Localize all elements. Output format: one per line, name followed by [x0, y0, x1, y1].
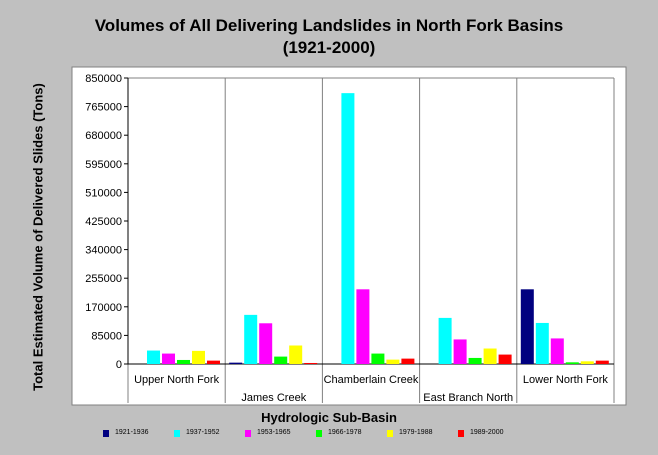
y-tick-label: 765000 [85, 102, 122, 114]
legend-swatch [316, 430, 322, 437]
bar [371, 353, 385, 364]
legend-label: 1979-1988 [399, 429, 433, 436]
bar [229, 362, 243, 364]
bar [565, 362, 579, 364]
y-tick-label: 595000 [85, 159, 122, 171]
bar [356, 289, 370, 364]
y-tick-label: 0 [116, 359, 122, 371]
bar [147, 350, 160, 364]
legend-swatch [458, 430, 464, 437]
legend: 1921-1936 1937-1952 1953-1965 1966-1978 1979… [0, 429, 658, 443]
chart-subtitle: (1921-2000) [282, 38, 376, 57]
x-tick-label: Chamberlain Creek [324, 374, 419, 386]
y-tick-label: 425000 [85, 216, 122, 228]
x-tick-label: James Creek [241, 392, 306, 404]
y-tick-label: 340000 [85, 245, 122, 257]
y-tick-label: 850000 [85, 73, 122, 85]
bar [438, 317, 452, 364]
y-tick-label: 85000 [91, 330, 122, 342]
x-tick-label: East Branch North [423, 392, 513, 404]
bar [580, 361, 594, 364]
x-tick-label: Lower North Fork [523, 374, 608, 386]
bar [453, 339, 467, 364]
y-tick-label: 255000 [85, 273, 122, 285]
bar [192, 350, 205, 364]
bar [304, 362, 318, 364]
bar [177, 359, 190, 364]
bar [289, 345, 303, 364]
legend-label: 1937-1952 [186, 429, 220, 436]
legend-swatch [387, 430, 393, 437]
legend-label: 1966-1978 [328, 429, 362, 436]
bar [550, 338, 564, 364]
bar [274, 356, 288, 364]
x-tick-label: Upper North Fork [134, 374, 219, 386]
bar [244, 314, 258, 364]
bar [483, 348, 497, 364]
bar [595, 360, 609, 364]
bar [468, 357, 482, 364]
legend-label: 1921-1936 [115, 429, 149, 436]
legend-swatch [174, 430, 180, 437]
bar [401, 358, 415, 364]
bar [259, 323, 273, 364]
bar [535, 322, 549, 364]
x-axis-label: Hydrologic Sub-Basin [261, 410, 397, 425]
legend-label: 1989-2000 [470, 429, 504, 436]
legend-label: 1953-1965 [257, 429, 291, 436]
bar [162, 353, 175, 364]
bar [386, 359, 400, 364]
y-tick-label: 680000 [85, 130, 122, 142]
bar [341, 93, 355, 364]
y-tick-label: 170000 [85, 302, 122, 314]
legend-swatch [103, 430, 109, 437]
legend-swatch [245, 430, 251, 437]
bar [207, 360, 220, 364]
bar [498, 354, 512, 364]
bar [520, 289, 534, 364]
y-tick-label: 510000 [85, 187, 122, 199]
chart-title: Volumes of All Delivering Landslides in … [94, 16, 564, 35]
